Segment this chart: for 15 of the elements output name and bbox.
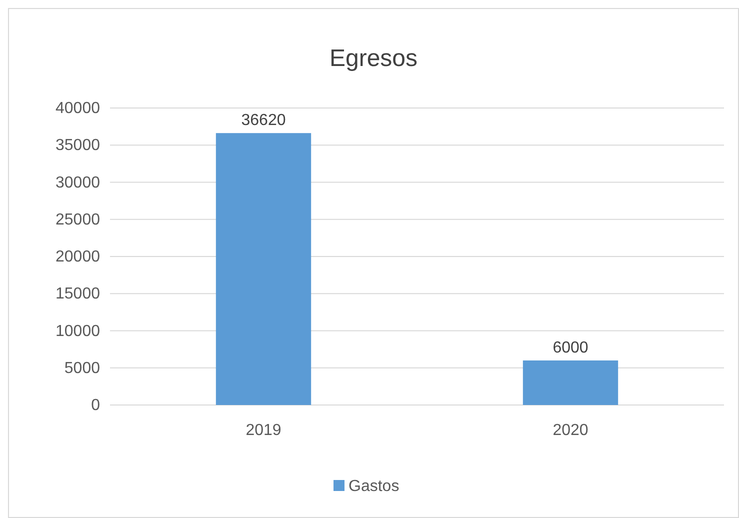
y-tick-label: 0 (91, 397, 100, 414)
x-tick-label: 2020 (552, 422, 588, 439)
y-tick-label: 25000 (56, 211, 100, 228)
y-tick-label: 10000 (56, 322, 100, 340)
y-tick-label: 5000 (64, 360, 100, 377)
data-label: 6000 (552, 339, 588, 356)
x-tick-label: 2019 (246, 422, 282, 439)
y-tick-label: 20000 (56, 248, 100, 266)
y-tick-label: 35000 (56, 137, 100, 154)
data-label: 36620 (241, 112, 286, 130)
y-tick-label: 15000 (56, 286, 100, 303)
y-tick-label: 40000 (56, 100, 100, 117)
legend-label: Gastos (348, 478, 400, 495)
chart-title: Egresos (329, 45, 418, 72)
y-tick-label: 30000 (56, 174, 100, 192)
